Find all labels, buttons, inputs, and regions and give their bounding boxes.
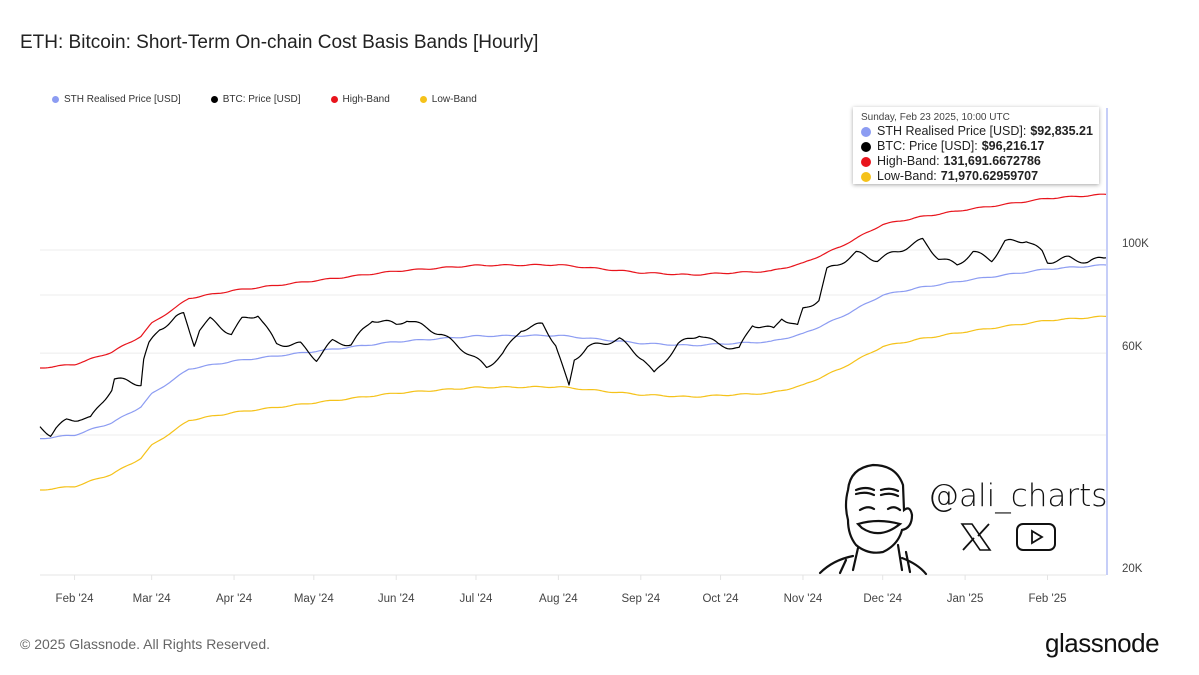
glassnode-logo: glassnode xyxy=(1045,628,1160,658)
legend-item-btc[interactable]: BTC: Price [USD] xyxy=(210,94,301,105)
x-tick-label: Jan '25 xyxy=(947,593,984,605)
tooltip-dot xyxy=(861,156,871,167)
btc-price-line xyxy=(39,237,1107,437)
y-tick-label: 100K xyxy=(1122,238,1149,250)
legend-dot xyxy=(419,96,427,103)
y-tick-label: 60K xyxy=(1122,341,1143,353)
watermark-handle: @ali_charts xyxy=(928,478,1108,514)
legend-item-low-band[interactable]: Low-Band xyxy=(419,94,477,105)
sth-realised-price-line xyxy=(40,264,1107,440)
legend-dot xyxy=(52,96,59,103)
tooltip-row-btc: BTC: Price [USD]: $96,216.17 xyxy=(861,139,1099,154)
x-tick-label: Aug '24 xyxy=(539,593,578,605)
high-band-line xyxy=(40,193,1107,369)
tooltip-value: $96,216.17 xyxy=(981,139,1045,153)
x-tick-label: Oct '24 xyxy=(702,593,739,605)
tooltip-row-high-band: High-Band: 131,691.6672786 xyxy=(861,154,1099,169)
x-tick-label: Sep '24 xyxy=(621,593,660,605)
legend-label: STH Realised Price [USD] xyxy=(64,94,181,105)
legend-label: High-Band xyxy=(342,94,390,105)
tooltip-label: High-Band: xyxy=(877,154,940,168)
legend-dot xyxy=(210,96,218,103)
x-logo-icon xyxy=(960,523,992,551)
chart-title: ETH: Bitcoin: Short-Term On-chain Cost B… xyxy=(20,32,539,53)
tooltip-row-low-band: Low-Band: 71,970.62959707 xyxy=(861,169,1099,184)
x-tick-label: Dec '24 xyxy=(863,593,902,605)
tooltip-dot xyxy=(861,126,871,137)
y-tick-label: 20K xyxy=(1122,563,1143,575)
x-tick-label: Feb '25 xyxy=(1029,593,1067,605)
cartoon-face-icon xyxy=(818,463,928,575)
x-tick-label: Jul '24 xyxy=(460,593,493,605)
tooltip-value: $92,835.21 xyxy=(1030,124,1093,138)
tooltip-label: Low-Band: xyxy=(877,169,937,183)
x-tick-label: Feb '24 xyxy=(56,593,95,605)
legend-dot xyxy=(330,96,338,103)
youtube-icon xyxy=(1016,523,1056,551)
low-band-line xyxy=(40,315,1107,491)
tooltip-date: Sunday, Feb 23 2025, 10:00 UTC xyxy=(861,112,1010,123)
tooltip: Sunday, Feb 23 2025, 10:00 UTC STH Reali… xyxy=(853,107,1099,184)
x-tick-label: May '24 xyxy=(294,593,335,605)
x-tick-label: Apr '24 xyxy=(216,593,253,605)
tooltip-dot xyxy=(861,171,871,182)
copyright: © 2025 Glassnode. All Rights Reserved. xyxy=(20,636,271,652)
tooltip-row-sth: STH Realised Price [USD]: $92,835.21 xyxy=(861,124,1099,139)
legend-label: Low-Band xyxy=(431,94,477,105)
legend-label: BTC: Price [USD] xyxy=(222,94,301,105)
tooltip-value: 71,970.62959707 xyxy=(940,169,1039,183)
tooltip-label: BTC: Price [USD]: xyxy=(877,139,978,153)
x-tick-label: Nov '24 xyxy=(784,593,823,605)
tooltip-value: 131,691.6672786 xyxy=(943,154,1041,168)
x-tick-label: Mar '24 xyxy=(133,593,172,605)
legend: STH Realised Price [USD] BTC: Price [USD… xyxy=(52,94,507,105)
tooltip-dot xyxy=(861,141,871,152)
legend-item-high-band[interactable]: High-Band xyxy=(330,94,390,105)
tooltip-label: STH Realised Price [USD]: xyxy=(877,124,1027,138)
x-tick-label: Jun '24 xyxy=(378,593,415,605)
legend-item-sth[interactable]: STH Realised Price [USD] xyxy=(52,94,181,105)
